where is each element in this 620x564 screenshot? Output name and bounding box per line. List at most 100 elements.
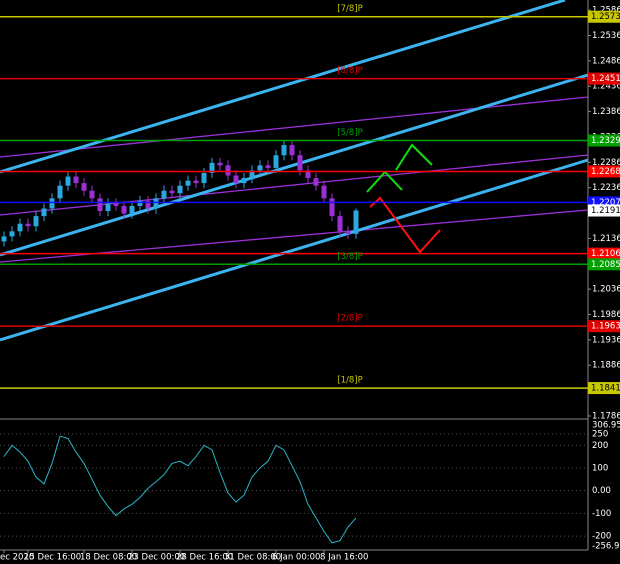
- candle-body: [9, 231, 15, 237]
- channel-line: [0, 158, 589, 342]
- x-tick-label: 8 Jan 16:00: [320, 553, 368, 563]
- level-label: 1.2106: [591, 249, 620, 259]
- candle-body: [273, 155, 279, 168]
- candle-body: [73, 176, 79, 184]
- candle-body: [129, 205, 135, 214]
- candle-body: [161, 190, 167, 199]
- candle-body: [121, 205, 127, 214]
- candle-body: [329, 198, 335, 217]
- candle-body: [97, 198, 103, 212]
- candle-body: [233, 175, 239, 184]
- x-tick-label: 6 Jan 00:00: [272, 553, 320, 563]
- level-label-box: [588, 165, 620, 178]
- candle-body: [345, 231, 351, 234]
- candle-body: [33, 216, 39, 227]
- level-label: 1.2573: [591, 12, 620, 22]
- x-tick-label: 23 Dec 00:00: [128, 553, 185, 563]
- level-label-box: [588, 247, 620, 260]
- y-tick-label: 1.1986: [592, 310, 620, 320]
- candle-body: [81, 183, 87, 191]
- last-price-box: [588, 204, 620, 217]
- level-tag: [1/8]P: [337, 376, 362, 386]
- x-tick-label: 15 Dec 16:00: [24, 553, 81, 563]
- candle-body: [113, 203, 119, 206]
- level-label: 1.2085: [591, 260, 620, 270]
- y-tick-label: 1.2386: [592, 107, 620, 117]
- y-tick-label: -100: [592, 509, 611, 519]
- candle-body: [297, 155, 303, 171]
- candle-body: [145, 200, 151, 209]
- candle-body: [177, 185, 183, 194]
- level-tag: [2/8]P: [337, 314, 362, 324]
- last-price-label: 1.2191: [591, 206, 620, 216]
- level-label: 1.2268: [591, 167, 620, 177]
- y-tick-label: 1.2136: [592, 234, 620, 244]
- cci-line: [3, 435, 357, 544]
- y-tick-label: 1.2286: [592, 158, 620, 168]
- y-tick-label: 1.2436: [592, 82, 620, 92]
- y-tick-label: 1.1886: [592, 361, 620, 371]
- candle-body: [41, 208, 47, 217]
- y-tick-label: 1.2586: [592, 6, 620, 16]
- candle-body: [257, 165, 263, 171]
- x-tick-label: 31 Dec 08:00: [224, 553, 281, 563]
- purple-line: [0, 96, 589, 158]
- candle-body: [281, 145, 287, 156]
- y-tick-label: 1.1936: [592, 335, 620, 345]
- y-tick-label: 1.2036: [592, 285, 620, 295]
- candle-body: [17, 223, 23, 232]
- candle-body: [225, 165, 231, 176]
- candle-body: [49, 198, 55, 209]
- x-tick-label: 18 Dec 08:00: [80, 553, 137, 563]
- x-tick-label: 28 Dec 16:00: [176, 553, 233, 563]
- candle-body: [305, 170, 311, 179]
- candle-body: [153, 198, 159, 209]
- candle-body: [201, 172, 207, 184]
- candle-body: [321, 185, 327, 199]
- y-tick-label: 1.2236: [592, 183, 620, 193]
- candle-body: [249, 170, 255, 179]
- candle-body: [57, 185, 63, 199]
- level-label: 1.2451: [591, 74, 620, 84]
- candle-body: [337, 216, 343, 232]
- y-tick-label: 200: [592, 441, 608, 451]
- candle-body: [137, 200, 143, 206]
- level-tag: [5/8]P: [337, 128, 362, 138]
- candle-body: [185, 180, 191, 186]
- y-tick-label: 1.2486: [592, 56, 620, 66]
- level-label: 1.1841: [591, 384, 620, 394]
- level-label-box: [588, 134, 620, 147]
- candle-body: [209, 162, 215, 173]
- level-tag: [3/8]P: [337, 252, 362, 262]
- forecast-arrow: [395, 143, 433, 171]
- candle-body: [217, 162, 223, 166]
- level-label: 1.1963: [591, 322, 620, 332]
- level-label-box: [588, 10, 620, 23]
- level-label: 1.2329: [591, 136, 620, 146]
- y-tick-label: 250: [592, 429, 608, 439]
- candle-body: [241, 178, 247, 184]
- level-label-box: [588, 320, 620, 333]
- x-tick-label: ec 2020: [0, 553, 34, 563]
- level-label: 1.2207: [591, 198, 620, 208]
- candle-body: [313, 178, 319, 186]
- channel-line: [0, 0, 566, 174]
- y-tick-label: -200: [592, 532, 611, 542]
- candle-body: [193, 180, 199, 184]
- level-label-box: [588, 258, 620, 271]
- level-label-box: [588, 72, 620, 85]
- channel-line: [0, 73, 589, 257]
- y-limit-label: 306.953: [592, 421, 620, 431]
- candle-body: [105, 203, 111, 212]
- candle-body: [89, 190, 95, 199]
- level-label-box: [588, 382, 620, 395]
- candle-body: [25, 223, 31, 227]
- y-tick-label: 100: [592, 463, 608, 473]
- candle-body: [1, 236, 7, 242]
- y-tick-label: 1.1786: [592, 411, 620, 421]
- level-tag: [7/8]P: [337, 4, 362, 14]
- y-tick-label: 1.2536: [592, 31, 620, 41]
- candle-body: [265, 165, 271, 168]
